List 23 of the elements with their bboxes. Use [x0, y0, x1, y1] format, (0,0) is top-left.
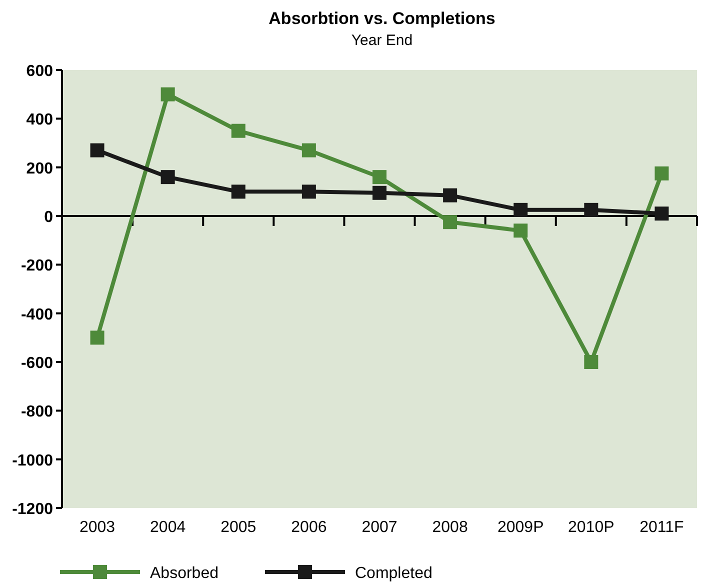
legend-label: Absorbed — [150, 565, 218, 582]
y-tick-label: 200 — [26, 160, 54, 178]
x-tick-label: 2011F — [640, 519, 684, 536]
chart-subtitle: Year End — [351, 32, 413, 49]
x-tick-label: 2006 — [291, 519, 327, 536]
y-tick-label: -200 — [20, 258, 54, 275]
x-tick-label: 2009P — [497, 519, 544, 536]
y-tick-label: -1200 — [12, 501, 54, 518]
y-tick-label: 400 — [26, 112, 54, 129]
x-tick-label: 2003 — [79, 519, 116, 536]
y-tick-label: -800 — [20, 404, 54, 421]
y-tick-label: 600 — [26, 63, 54, 80]
x-tick-label: 2010P — [568, 519, 614, 536]
x-tick-label: 2008 — [432, 519, 468, 536]
x-tick-label: 2007 — [362, 519, 398, 536]
y-tick-label: -1000 — [12, 452, 54, 470]
y-tick-label: -400 — [20, 306, 54, 324]
legend-label: Completed — [355, 565, 432, 582]
x-tick-label: 2005 — [220, 519, 256, 536]
y-tick-label: -600 — [20, 355, 54, 372]
y-tick-label: 0 — [44, 209, 54, 226]
x-tick-label: 2004 — [150, 519, 186, 536]
chart-title: Absorbtion vs. Completions — [268, 9, 496, 28]
